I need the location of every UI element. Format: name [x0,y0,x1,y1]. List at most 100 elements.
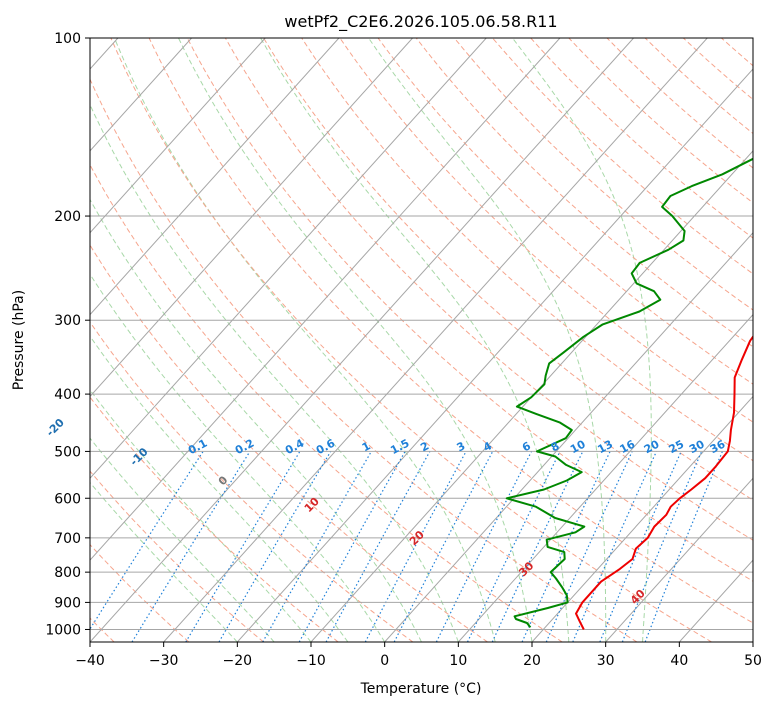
mixing-ratio-line [435,451,533,642]
mixing-ratio-line [393,451,494,642]
mixing-ratio-line [298,451,406,642]
mixing-ratio-label: 0.1 [186,437,209,458]
mixing-ratio-line [545,451,633,642]
isotherm [457,313,753,642]
x-tick-label: 30 [597,653,615,669]
dry-adiabat [606,38,753,169]
isotherm [90,38,266,234]
dry-adiabat [301,38,753,462]
isopleth-labels: 0.10.20.40.611.52346810131620253036-100-… [44,416,728,607]
dry-adiabat [90,244,488,642]
dry-adiabat-label: -10 [127,445,150,468]
moist-adiabat [90,198,422,642]
dry-adiabat [90,78,638,642]
mixing-ratio-line [90,451,204,631]
mixing-ratio-label: 20 [642,437,662,456]
y-tick-label: 500 [54,444,81,460]
chart-title: wetPf2_C2E6.2026.105.06.58.R11 [284,12,557,32]
data-series [505,157,753,630]
grid-lines [90,38,753,642]
moist-adiabat [90,389,312,642]
dry-adiabat [186,38,753,582]
dry-adiabat-label: 40 [628,587,648,607]
dewpoint-profile-line [505,157,753,629]
mixing-ratio-line [644,451,723,642]
x-tick-label: −20 [223,653,253,669]
dry-adiabat [530,38,753,239]
y-tick-label: 400 [54,387,81,403]
x-tick-label: 20 [523,653,541,669]
mixing-ratio-label: 13 [595,438,615,457]
y-axis-label: Pressure (hPa) [11,290,27,390]
y-tick-label: 800 [54,565,81,581]
mixing-ratio-label: 25 [667,438,687,457]
isotherm [384,231,753,642]
dry-adiabat [148,38,753,624]
moist-adiabat [90,335,349,642]
y-tick-label: 300 [54,313,81,329]
isotherm [90,38,192,152]
dry-adiabat [90,396,339,642]
isotherm [90,38,561,561]
moist-adiabat [368,38,607,642]
plot-frame [89,37,754,643]
axes: −40 −30 −20 −10 0 10 20 30 40 50 100 200 300 400 500 60… [45,31,762,669]
dry-adiabat [453,38,753,311]
y-tick-label: 600 [54,491,81,507]
mixing-ratio-line [131,451,251,642]
mixing-ratio-line [621,451,703,642]
y-tick-label: 200 [54,209,81,225]
y-tick-label: 900 [54,595,81,611]
mixing-ratio-line [572,451,658,642]
moist-adiabat [90,273,386,642]
x-tick-label: −40 [75,653,105,669]
x-tick-label: 0 [380,653,389,669]
isotherm [752,641,753,642]
isotherm [90,38,487,480]
dry-adiabat [90,470,264,642]
mixing-ratio-line [185,451,301,642]
x-tick-label: 10 [449,653,467,669]
mixing-ratio-label: 0.6 [314,436,338,457]
isotherm [236,68,753,642]
dry-adiabat-label: 10 [302,495,322,515]
mixing-ratio-label: 10 [568,437,588,456]
isotherm [605,477,753,642]
dry-adiabat [720,38,753,67]
mixing-ratio-label: 1.5 [388,437,411,458]
mixing-ratio-label: 36 [708,437,728,456]
mixing-ratio-line [325,451,431,642]
mixing-ratio-line [262,451,372,642]
dry-adiabat [90,543,190,642]
dry-adiabat [682,38,753,101]
dry-adiabat [377,38,753,385]
moist-adiabat [178,38,533,642]
mixing-ratio-label: 4 [481,439,494,454]
moist-adiabat [90,103,459,642]
isotherm [310,150,753,642]
dry-adiabat [491,38,753,275]
dry-adiabat-label: -20 [44,416,67,439]
y-tick-label: 1000 [45,622,81,638]
dry-adiabat [339,38,753,423]
isotherm [90,38,413,398]
moist-adiabat [113,38,496,642]
isotherm [90,38,634,642]
mixing-ratio-line [599,451,682,642]
mixing-ratio-label: 3 [455,439,468,454]
x-tick-label: −10 [296,653,326,669]
dry-adiabat [90,163,563,642]
x-tick-label: 40 [670,653,688,669]
dry-adiabat-label: 20 [407,528,427,548]
x-tick-label: 50 [744,653,762,669]
temperature-profile-line [575,335,753,630]
x-tick-label: −30 [149,653,179,669]
isotherm [531,395,753,642]
isotherm [163,38,708,642]
moist-adiabat [90,481,238,642]
dry-adiabat [224,38,753,541]
dry-adiabat [110,38,712,642]
x-axis-label: Temperature (°C) [360,681,482,697]
moist-adiabat [512,38,652,642]
